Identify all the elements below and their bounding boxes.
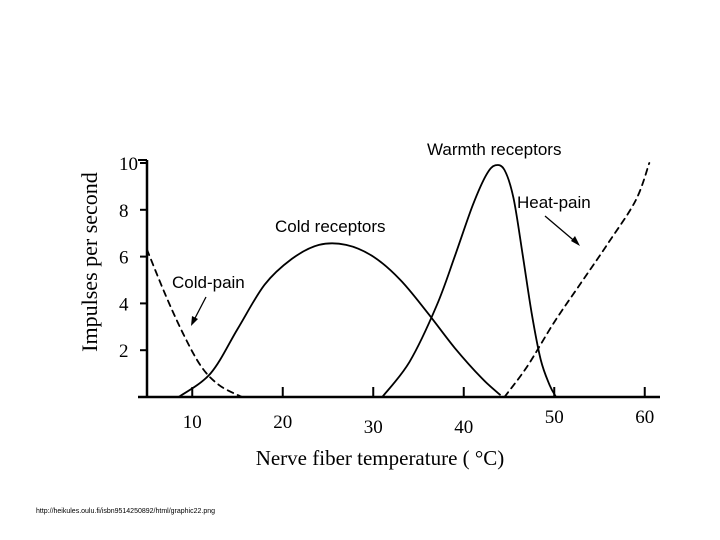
x-tick-label: 20 (273, 412, 292, 433)
series-line-cold-pain (146, 248, 243, 398)
series-line-warmth-receptors (381, 164, 557, 398)
annotation-warmth-receptors: Warmth receptors (427, 140, 561, 159)
heat-pain-arrowhead (571, 236, 580, 246)
y-tick-label: 10 (119, 154, 138, 175)
annotation-heat-pain: Heat-pain (517, 193, 591, 212)
x-tick-label: 40 (454, 417, 473, 438)
y-tick-label: 6 (119, 248, 129, 269)
x-tick-label: 10 (183, 412, 202, 433)
y-axis-label: Impulses per second (77, 172, 102, 352)
y-tick-label: 4 (119, 294, 129, 315)
x-tick-label: 30 (364, 417, 383, 438)
x-axis-label: Nerve fiber temperature ( °C) (256, 446, 505, 470)
source-caption: http://heikules.oulu.fi/isbn9514250892/h… (36, 508, 216, 515)
annotation-cold-pain: Cold-pain (172, 273, 245, 292)
annotation-cold-receptors: Cold receptors (275, 217, 386, 236)
x-tick-label: 50 (545, 407, 564, 428)
y-tick-label: 2 (119, 341, 129, 362)
series-line-cold-receptors (177, 242, 501, 398)
series-line-heat-pain (503, 162, 651, 398)
cold-pain-arrowhead (191, 316, 198, 326)
y-tick-label: 8 (119, 201, 129, 222)
x-tick-label: 60 (635, 407, 654, 428)
